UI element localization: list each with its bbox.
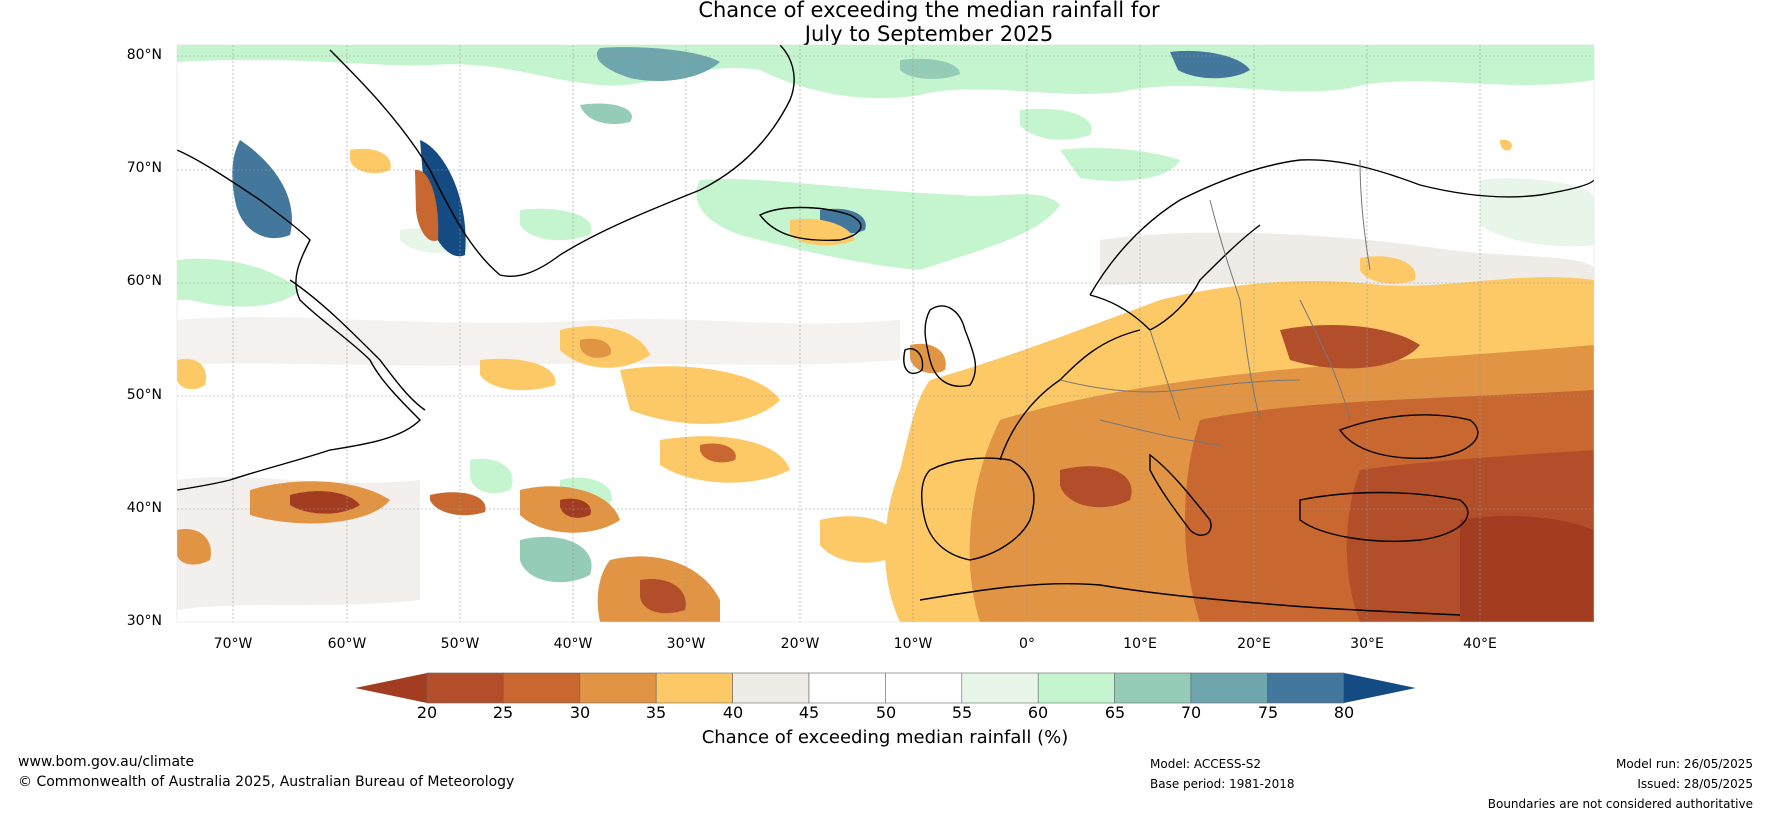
colorbar-arrow-min: [355, 673, 427, 703]
lat-tick-30n: 30°N: [126, 613, 162, 629]
colorbar-arrow-max: [1343, 673, 1416, 703]
colorbar-tick-60: 60: [1027, 703, 1049, 722]
lat-tick-70n: 70°N: [126, 160, 162, 176]
colorbar-tick-25: 25: [492, 703, 514, 722]
colorbar-bin: [732, 672, 810, 704]
coastline-scandinavia-south: [1089, 224, 1261, 331]
map-title: Chance of exceeding the median rainfall …: [0, 0, 1770, 46]
lon-tick-30w: 30°W: [666, 636, 706, 652]
colorbar-bin: [1267, 672, 1345, 704]
coastline-mediterranean-south: [919, 583, 1461, 616]
coastlines: [177, 45, 1594, 616]
colorbar-bin: [655, 672, 733, 704]
colorbar: [355, 672, 1416, 704]
map-title-line2: July to September 2025: [804, 22, 1054, 46]
footer-model: Model: ACCESS-S2: [1150, 757, 1262, 771]
coastline-iberia: [921, 457, 1035, 561]
footer-copyright: © Commonwealth of Australia 2025, Austra…: [18, 774, 515, 790]
coastline-scandinavia: [1089, 159, 1594, 296]
coastline-anatolia: [1299, 491, 1469, 542]
lon-tick-20e: 20°E: [1237, 636, 1271, 652]
colorbar-bin: [1114, 672, 1192, 704]
lat-tick-40n: 40°N: [126, 500, 162, 516]
colorbar-tick-20: 20: [416, 703, 438, 722]
footer-disclaimer: Boundaries are not considered authoritat…: [1487, 797, 1753, 811]
coastline-italy: [1149, 453, 1212, 536]
colorbar-tick-50: 50: [875, 703, 897, 722]
country-borders: [1059, 159, 1371, 446]
colorbar-bin: [808, 672, 886, 704]
coastline-labrador: [289, 279, 426, 411]
map-area: [177, 45, 1594, 622]
colorbar-tick-30: 30: [569, 703, 591, 722]
colorbar-tick-35: 35: [645, 703, 667, 722]
colorbar-bin: [503, 672, 581, 704]
colorbar-tick-75: 75: [1257, 703, 1279, 722]
coastline-greenland: [329, 45, 795, 277]
colorbar-bin: [1190, 672, 1268, 704]
footer-base-period: Base period: 1981-2018: [1150, 777, 1295, 791]
dry-anomaly-regions: [177, 139, 1594, 622]
lon-tick-0: 0°: [1019, 636, 1035, 652]
lon-tick-10w: 10°W: [893, 636, 933, 652]
colorbar-tick-40: 40: [722, 703, 744, 722]
lon-tick-30e: 30°E: [1350, 636, 1384, 652]
colorbar-bin: [579, 672, 657, 704]
lat-tick-60n: 60°N: [126, 273, 162, 289]
colorbar-tick-80: 80: [1333, 703, 1355, 722]
colorbar-bin: [885, 672, 963, 704]
lat-tick-50n: 50°N: [126, 387, 162, 403]
graticule: [177, 45, 1594, 622]
map-title-line1: Chance of exceeding the median rainfall …: [698, 0, 1160, 22]
footer-model-run: Model run: 26/05/2025: [1615, 757, 1753, 771]
wet-anomaly-regions: [177, 45, 1594, 583]
colorbar-tick-55: 55: [951, 703, 973, 722]
lon-tick-40w: 40°W: [553, 636, 593, 652]
colorbar-bin: [426, 672, 504, 704]
footer-issued: Issued: 28/05/2025: [1637, 777, 1753, 791]
lon-tick-70w: 70°W: [213, 636, 253, 652]
colorbar-tick-65: 65: [1104, 703, 1126, 722]
lon-tick-10e: 10°E: [1123, 636, 1157, 652]
coastline-iceland: [758, 206, 862, 242]
coastline-black-sea: [1338, 414, 1479, 459]
footer-url[interactable]: www.bom.gov.au/climate: [18, 754, 195, 770]
coastline-canada: [177, 149, 421, 491]
lon-tick-40e: 40°E: [1463, 636, 1497, 652]
lon-tick-20w: 20°W: [780, 636, 820, 652]
lat-tick-80n: 80°N: [126, 47, 162, 63]
colorbar-tick-45: 45: [798, 703, 820, 722]
lon-tick-60w: 60°W: [327, 636, 367, 652]
colorbar-label: Chance of exceeding median rainfall (%): [701, 727, 1069, 748]
colorbar-bin: [961, 672, 1039, 704]
coastline-british-isles: [903, 305, 977, 387]
coastline-europe-west: [999, 329, 1141, 461]
colorbar-tick-70: 70: [1180, 703, 1202, 722]
lon-tick-50w: 50°W: [440, 636, 480, 652]
colorbar-bin: [1037, 672, 1115, 704]
